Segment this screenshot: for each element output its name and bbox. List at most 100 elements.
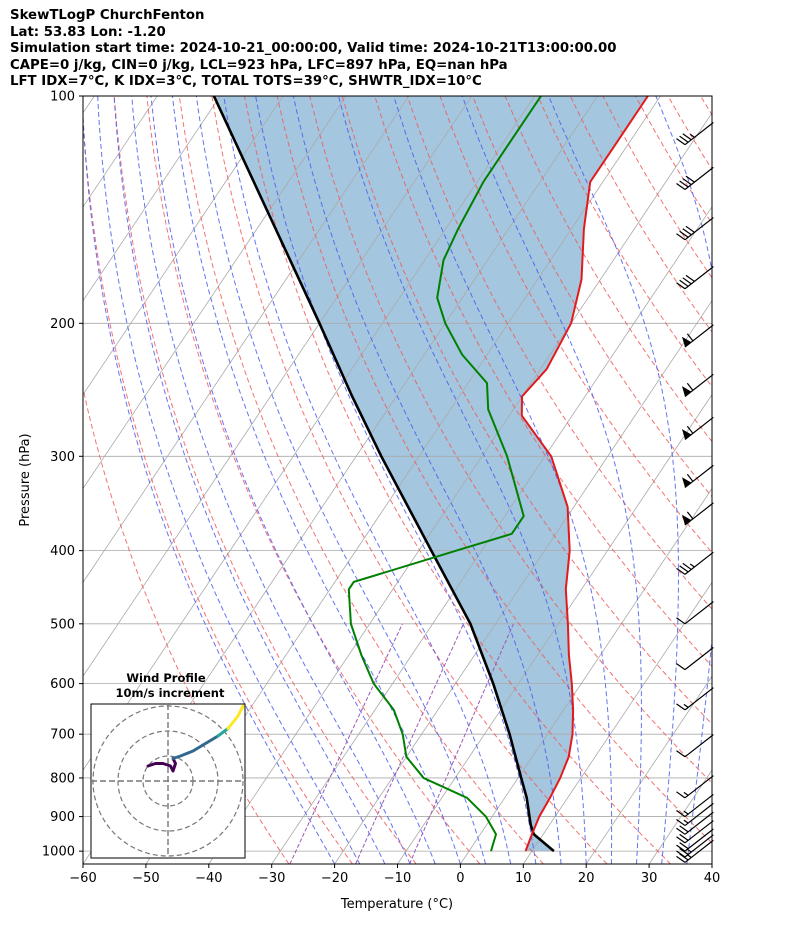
barb-half (683, 791, 689, 796)
simulation-times: Simulation start time: 2024-10-21_00:00:… (10, 41, 617, 57)
x-tick-label: −30 (258, 871, 285, 886)
barb-staff (684, 828, 714, 852)
x-tick-label: 20 (578, 871, 595, 886)
x-tick-label: −50 (132, 871, 159, 886)
dry-adiabat (276, 96, 712, 844)
wind-barb (681, 373, 714, 397)
moist-adiabat (150, 96, 436, 864)
barb-flag (681, 477, 692, 488)
wind-barb (676, 122, 714, 146)
mixing-ratio-line (355, 623, 464, 864)
barb-full (686, 333, 694, 342)
barb-staff (684, 551, 714, 575)
x-tick-label: 0 (456, 871, 464, 886)
dry-adiabat (341, 96, 712, 725)
isotherm-line (711, 863, 712, 864)
barb-full (679, 842, 689, 850)
moist-adiabat (195, 96, 487, 864)
y-tick-label: 400 (50, 544, 75, 559)
barb-half (689, 133, 695, 138)
isotherm-line (83, 96, 95, 114)
barb-full (676, 844, 686, 852)
barb-full (682, 178, 692, 186)
hodograph-trace (226, 704, 245, 730)
hodograph-trace (216, 727, 230, 738)
wind-barb (681, 502, 714, 526)
plot-area (83, 96, 794, 864)
barb-full (679, 135, 689, 143)
wind-barb (676, 834, 714, 858)
wind-barb (681, 324, 714, 348)
barb-flag (681, 336, 692, 348)
isotherm-line (775, 96, 794, 864)
moist-adiabat (711, 860, 712, 864)
wind-barb (676, 551, 714, 575)
barb-full (676, 819, 686, 827)
y-tick-label: 300 (50, 450, 75, 465)
isotherm-line (397, 393, 712, 864)
barb-flag (681, 514, 692, 526)
y-tick-label: 100 (50, 90, 75, 105)
wind-barb (676, 775, 714, 799)
dewpoint-line (347, 96, 542, 852)
barb-staff (684, 266, 714, 290)
moist-adiabat (97, 96, 361, 864)
wind-barb (676, 601, 714, 625)
wind-barb (676, 828, 714, 852)
stability-indices-1: CAPE=0 j/kg, CIN=0 j/kg, LCL=923 hPa, LF… (10, 57, 508, 73)
isotherm-line (460, 487, 712, 864)
barb-full (682, 277, 692, 285)
barb-staff (684, 373, 714, 397)
y-tick-label: 200 (50, 317, 75, 332)
barb-full (682, 228, 692, 236)
wind-barb (676, 820, 714, 844)
chart-header: SkewTLogP ChurchFenton Lat: 53.83 Lon: -… (10, 8, 790, 91)
hodograph-trace (171, 734, 220, 760)
barb-half (683, 703, 689, 708)
barb-staff (684, 793, 714, 818)
y-tick-label: 800 (50, 771, 75, 786)
y-tick-label: 700 (50, 728, 75, 743)
hodograph-plot (91, 704, 245, 858)
hodograph-subtitle: 10m/s increment (116, 686, 225, 700)
barb-full (676, 850, 686, 858)
barb-full (676, 855, 686, 863)
x-axis-label: Temperature (°C) (340, 897, 453, 912)
y-tick-label: 500 (50, 617, 75, 632)
barb-full (686, 382, 694, 391)
isotherm-line (208, 112, 712, 864)
dry-adiabat (733, 96, 794, 864)
y-tick-label: 900 (50, 810, 75, 825)
moist-adiabat (131, 96, 411, 864)
barb-full (679, 825, 689, 833)
mixing-ratio-line (409, 623, 514, 864)
cape-shading (213, 96, 648, 852)
barb-full (676, 810, 686, 818)
barb-full (676, 282, 686, 290)
wind-barb (676, 793, 714, 818)
barb-flag (681, 429, 692, 440)
wind-barb (681, 416, 714, 440)
wind-barb (676, 734, 714, 758)
moist-adiabat (393, 96, 613, 864)
dry-adiabat (244, 96, 671, 864)
isotherm-line (83, 96, 473, 677)
moist-adiabat (655, 96, 712, 864)
dry-adiabat (83, 386, 290, 864)
x-tick-label: −20 (321, 871, 348, 886)
barb-full (676, 233, 686, 241)
barb-staff (684, 734, 714, 758)
barb-staff (684, 647, 714, 671)
wind-barb (681, 464, 714, 489)
moist-adiabat (113, 96, 386, 864)
barb-full (685, 225, 695, 233)
wind-barb (676, 687, 714, 711)
dry-adiabat (146, 96, 481, 864)
barb-full (676, 836, 686, 844)
isotherm-line (585, 675, 712, 864)
dry-adiabat (569, 96, 712, 333)
barb-full (676, 567, 686, 575)
barb-half (689, 563, 695, 568)
barb-half (683, 819, 689, 824)
barb-staff (684, 122, 714, 146)
